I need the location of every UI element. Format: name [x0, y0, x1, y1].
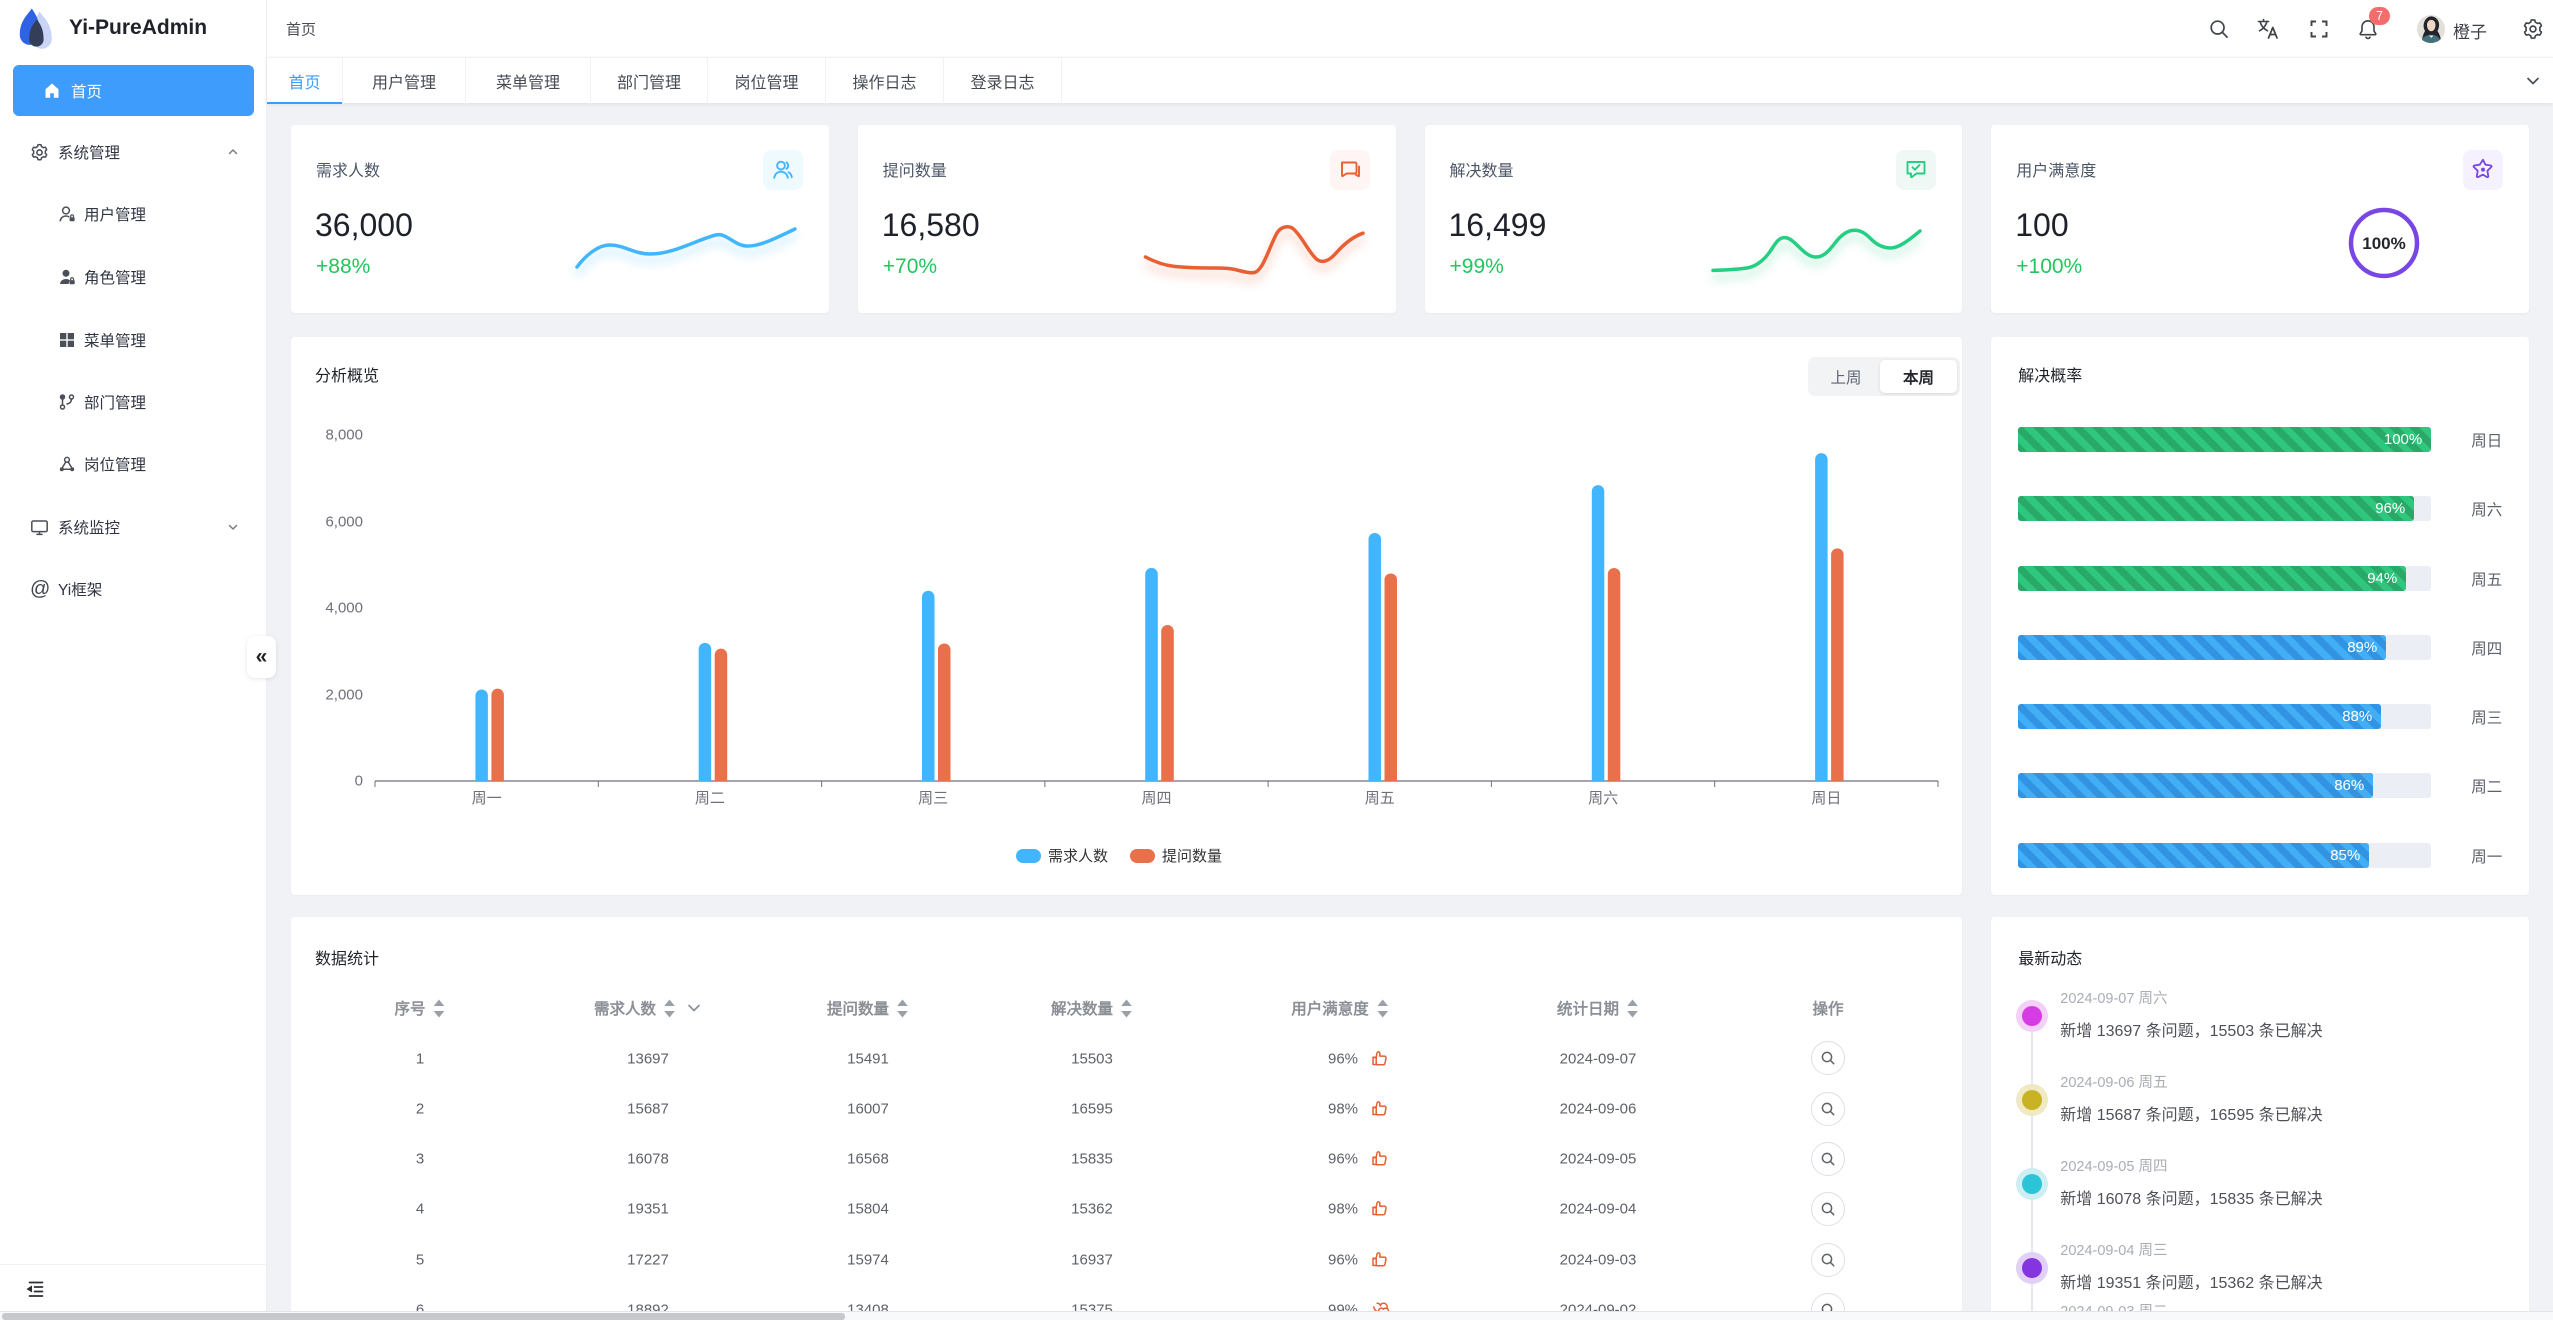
svg-text:100%: 100% — [2363, 234, 2406, 253]
